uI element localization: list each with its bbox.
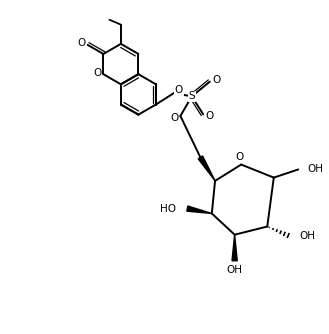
Polygon shape <box>198 156 215 181</box>
Text: O: O <box>93 67 102 77</box>
Polygon shape <box>187 206 212 213</box>
Text: O: O <box>175 85 183 95</box>
Text: S: S <box>189 92 195 102</box>
Text: O: O <box>205 111 213 121</box>
Text: O: O <box>170 113 179 123</box>
Text: OH: OH <box>307 164 323 174</box>
Text: OH: OH <box>299 231 315 241</box>
Text: OH: OH <box>227 265 243 275</box>
Polygon shape <box>232 235 237 261</box>
Text: O: O <box>212 75 220 85</box>
Text: O: O <box>78 38 86 48</box>
Text: HO: HO <box>160 204 176 214</box>
Text: O: O <box>236 152 244 162</box>
